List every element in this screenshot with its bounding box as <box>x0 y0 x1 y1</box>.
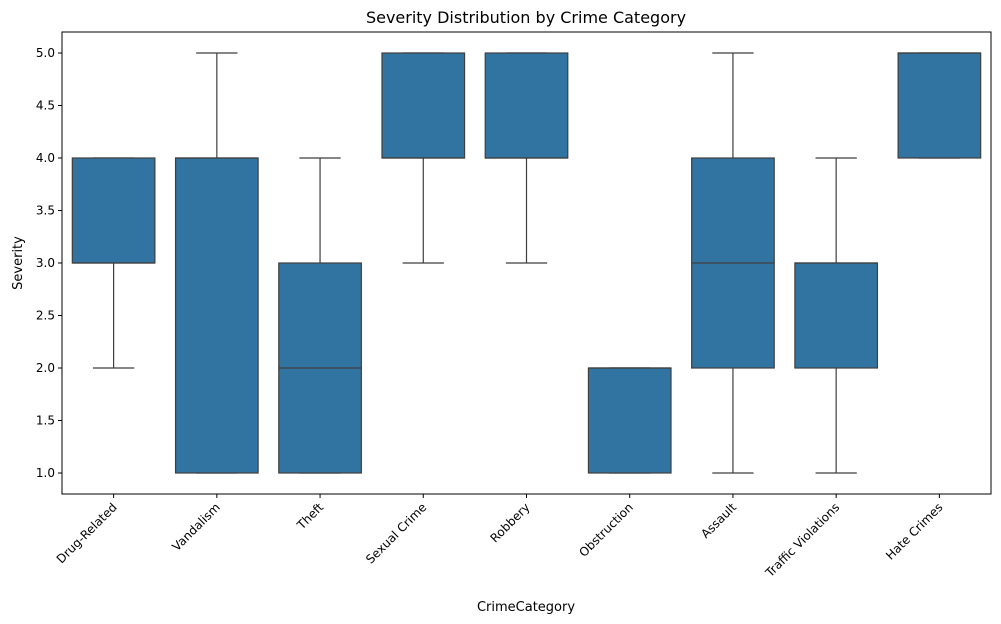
y-tick-label: 1.0 <box>36 466 55 480</box>
box <box>174 157 259 474</box>
y-tick-label: 3.5 <box>36 204 55 218</box>
y-tick-label: 2.0 <box>36 361 55 375</box>
box <box>71 157 156 264</box>
y-tick-label: 2.5 <box>36 309 55 323</box>
y-tick-label: 5.0 <box>36 46 55 60</box>
plot-area: 1.0 1.5 2.0 2.5 3.0 3.5 4.0 4.5 5.0 Drug-Related V… <box>36 31 992 580</box>
chart-title: Severity Distribution by Crime Category <box>366 8 686 27</box>
x-tick-label: Traffic Violations <box>762 500 842 580</box>
box <box>381 52 466 159</box>
box <box>897 52 982 159</box>
x-tick-label: Sexual Crime <box>363 500 429 566</box>
y-tick-label: 4.5 <box>36 99 55 113</box>
x-tick-label: Hate Crimes <box>883 500 945 562</box>
x-tick-label: Theft <box>294 500 327 533</box>
y-tick-label: 3.0 <box>36 256 55 270</box>
box <box>587 367 672 474</box>
x-tick-label: Robbery <box>488 500 533 545</box>
x-tick-label: Obstruction <box>576 500 636 560</box>
x-axis-label: CrimeCategory <box>477 600 575 615</box>
x-tick-label: Vandalism <box>169 500 223 554</box>
y-tick-label: 4.0 <box>36 151 55 165</box>
x-tick-label: Assault <box>698 500 739 541</box>
y-axis-label: Severity <box>11 236 26 290</box>
x-tick-label: Drug-Related <box>54 500 120 566</box>
y-tick-label: 1.5 <box>36 414 55 428</box>
box <box>794 262 879 369</box>
box <box>484 52 569 159</box>
